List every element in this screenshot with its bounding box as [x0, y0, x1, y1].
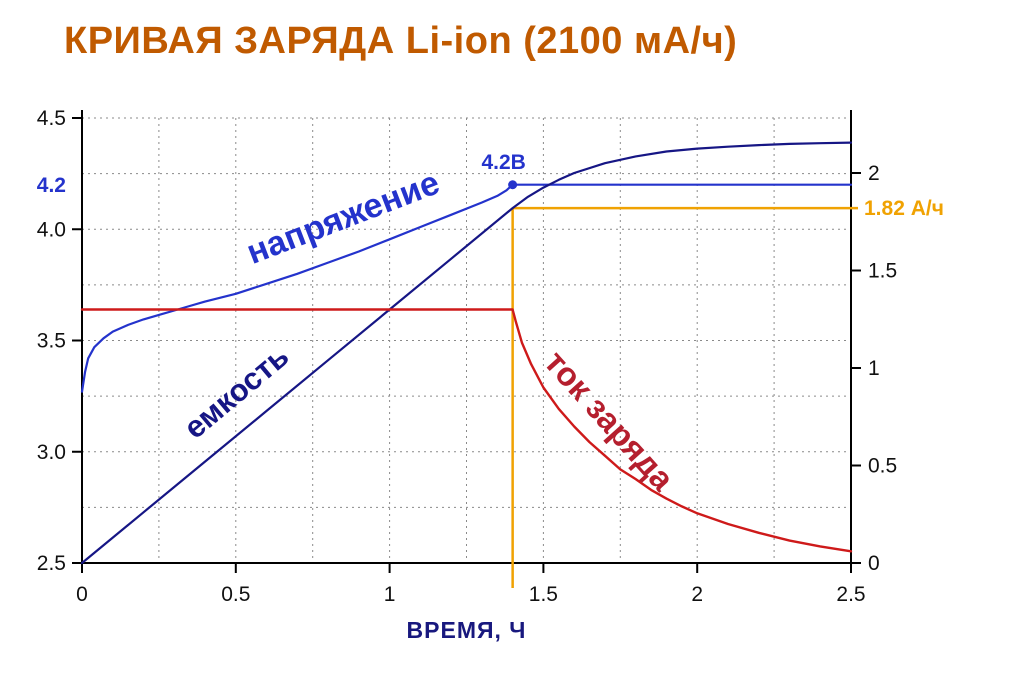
series-curve-right-current	[80, 308, 853, 553]
left-axis-tick-label: 4.0	[37, 218, 66, 241]
left-axis-tick-label: 2.5	[37, 552, 66, 575]
x-axis-tick-label: 2	[691, 583, 703, 606]
x-axis-tick-label: 2.5	[836, 583, 865, 606]
left-axis-tick-label: 3.5	[37, 330, 66, 353]
chart-title: КРИВАЯ ЗАРЯДА Li-ion (2100 мА/ч)	[64, 20, 738, 62]
x-axis-tick-label: 1.5	[529, 583, 558, 606]
series-curve-left-voltage	[80, 183, 853, 393]
left-axis-tick-label: 3.0	[37, 441, 66, 464]
right-axis-tick-label: 2	[868, 162, 880, 185]
right-axis-tick-label: 1	[868, 357, 880, 380]
peak-point-label: 4.2В	[481, 151, 525, 174]
right-axis-tick-label: 0.5	[868, 454, 897, 477]
curve-label: емкость	[177, 338, 295, 445]
right-axis-tick-label: 0	[868, 552, 880, 575]
curve-label: напряжение	[241, 164, 444, 272]
x-axis-tick-label: 0.5	[221, 583, 250, 606]
right-axis-tick-label: 1.5	[868, 259, 897, 282]
peak-point-dot	[508, 180, 518, 190]
left-axis-voltage-label: 4.2	[37, 174, 66, 197]
x-axis-tick-label: 0	[76, 583, 88, 606]
series-curve-right-capacity	[80, 141, 853, 565]
x-axis-tick-label: 1	[384, 583, 396, 606]
x-axis-title: ВРЕМЯ, Ч	[407, 617, 527, 643]
curve-label: ток заряда	[538, 343, 682, 498]
left-axis-tick-label: 4.5	[37, 107, 66, 130]
orange-value-label: 1.82 А/ч	[864, 197, 944, 220]
